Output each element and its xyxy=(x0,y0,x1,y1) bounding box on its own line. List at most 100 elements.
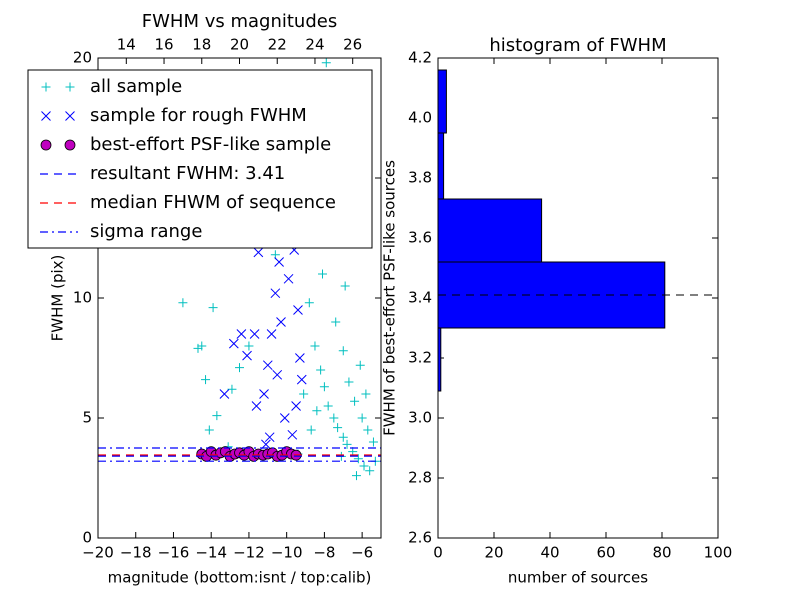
point xyxy=(306,425,316,435)
legend-box xyxy=(27,69,373,249)
point xyxy=(296,374,307,385)
point xyxy=(368,437,378,447)
x2-tick-label: 24 xyxy=(305,36,324,54)
point xyxy=(329,413,339,423)
point xyxy=(227,384,237,394)
point xyxy=(365,466,375,476)
x2-tick-label: 22 xyxy=(268,36,287,54)
point xyxy=(208,303,218,313)
point xyxy=(244,341,254,351)
point xyxy=(333,423,343,433)
point xyxy=(312,406,322,416)
point xyxy=(350,396,360,406)
point xyxy=(304,298,314,308)
legend-label: all sample xyxy=(90,76,182,97)
x-tick-label: −8 xyxy=(313,544,335,562)
point xyxy=(351,471,361,481)
y-tick-label: 4.0 xyxy=(408,109,432,127)
point xyxy=(318,269,328,279)
point xyxy=(359,461,369,471)
point xyxy=(272,369,283,380)
y-tick-label: 2.8 xyxy=(408,469,432,487)
point xyxy=(293,305,303,315)
chart-title: histogram of FWHM xyxy=(489,35,666,56)
x-tick-label: 0 xyxy=(433,544,443,562)
point xyxy=(201,375,211,385)
x2-tick-label: 18 xyxy=(192,36,211,54)
point xyxy=(353,454,363,464)
point xyxy=(264,432,275,443)
point xyxy=(242,350,252,361)
legend-marker xyxy=(65,111,75,121)
plot-frame xyxy=(97,57,382,539)
x-tick-label: −12 xyxy=(233,544,265,562)
point xyxy=(363,425,373,435)
legend-marker xyxy=(41,82,51,92)
point xyxy=(276,317,286,327)
legend-label: best-effort PSF-like sample xyxy=(90,134,331,155)
point xyxy=(287,429,298,440)
y-tick-label: 10 xyxy=(73,289,92,307)
x2-tick-label: 16 xyxy=(154,36,173,54)
point xyxy=(251,401,262,411)
point xyxy=(235,363,244,373)
x-tick-label: −16 xyxy=(158,544,190,562)
legend-label: median FHWM of sequence xyxy=(90,192,336,213)
legend-marker xyxy=(64,139,76,151)
x-tick-label: −14 xyxy=(195,544,227,562)
y-tick-label: 3.8 xyxy=(408,169,432,187)
x2-tick-label: 14 xyxy=(117,36,136,54)
point xyxy=(321,58,331,68)
point xyxy=(355,360,365,370)
y-tick-label: 3.0 xyxy=(408,409,432,427)
point xyxy=(219,389,230,399)
point xyxy=(283,273,294,284)
y-tick-label: 3.2 xyxy=(408,349,432,367)
point xyxy=(270,288,281,299)
point xyxy=(299,389,309,399)
point xyxy=(338,432,348,442)
point xyxy=(295,353,305,363)
y-axis-label: FWHM of best-effort PSF-like sources xyxy=(381,160,399,436)
point xyxy=(253,247,264,258)
y-tick-label: 3.4 xyxy=(408,289,432,307)
x2-tick-label: 26 xyxy=(343,36,362,54)
point xyxy=(236,329,247,339)
x-tick-label: −6 xyxy=(351,544,373,562)
y-axis-label: FWHM (pix) xyxy=(49,255,67,342)
legend-label: resultant FWHM: 3.41 xyxy=(90,163,285,184)
point xyxy=(279,413,290,423)
y-tick-label: 3.6 xyxy=(408,229,432,247)
point xyxy=(361,389,371,399)
point xyxy=(228,338,239,349)
point xyxy=(316,365,326,375)
x-tick-label: −10 xyxy=(271,544,303,562)
legend-marker xyxy=(41,111,51,121)
legend-label: sigma range xyxy=(90,221,202,242)
x-tick-label: −20 xyxy=(82,544,114,562)
point xyxy=(310,341,320,351)
legend-marker xyxy=(40,139,52,151)
point xyxy=(338,346,348,356)
point xyxy=(344,377,354,387)
chart-title: FWHM vs magnitudes xyxy=(142,11,337,32)
point xyxy=(357,413,367,423)
y-tick-label: 0 xyxy=(82,529,92,547)
point xyxy=(291,401,301,411)
y-tick-label: 5 xyxy=(82,409,92,427)
point xyxy=(342,439,352,449)
point xyxy=(197,341,207,351)
plot-area xyxy=(178,58,380,481)
point xyxy=(193,343,203,353)
point xyxy=(262,360,273,371)
x-tick-label: 100 xyxy=(704,544,733,562)
y-tick-label: 4.2 xyxy=(408,49,432,67)
point xyxy=(340,281,350,291)
x-axis-label: magnitude (bottom:isnt / top:calib) xyxy=(108,569,372,587)
bar xyxy=(437,198,543,263)
point xyxy=(266,329,277,339)
point xyxy=(259,389,269,399)
bar xyxy=(437,69,447,134)
point xyxy=(249,329,260,339)
